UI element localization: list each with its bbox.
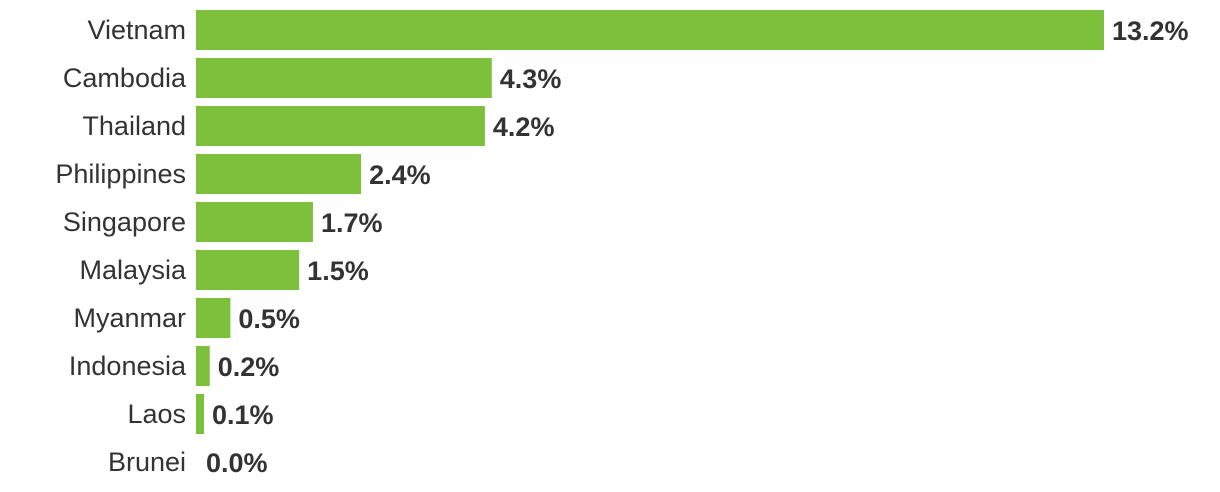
category-label: Vietnam [87, 15, 186, 45]
category-label: Cambodia [63, 63, 187, 93]
bar [196, 298, 231, 338]
bar [196, 58, 492, 98]
bar [196, 394, 204, 434]
category-label: Philippines [55, 159, 186, 189]
category-label: Myanmar [73, 303, 186, 333]
category-label: Thailand [82, 111, 186, 141]
category-label: Malaysia [79, 255, 187, 285]
data-label: 4.2% [493, 112, 555, 142]
data-label: 0.0% [206, 448, 268, 478]
bar [196, 346, 210, 386]
bar [196, 106, 485, 146]
category-label: Indonesia [69, 351, 187, 381]
data-label: 1.7% [321, 208, 383, 238]
data-label: 0.1% [212, 400, 274, 430]
bar [196, 154, 362, 194]
data-label: 1.5% [307, 256, 369, 286]
data-label: 0.2% [218, 352, 280, 382]
data-label: 2.4% [369, 160, 431, 190]
category-label: Laos [127, 399, 186, 429]
bar [196, 10, 1104, 50]
bar [196, 250, 300, 290]
data-label: 0.5% [238, 304, 300, 334]
category-label: Singapore [63, 207, 186, 237]
category-label: Brunei [108, 447, 186, 477]
data-label: 4.3% [500, 64, 562, 94]
bar [196, 202, 313, 242]
data-label: 13.2% [1112, 16, 1189, 46]
